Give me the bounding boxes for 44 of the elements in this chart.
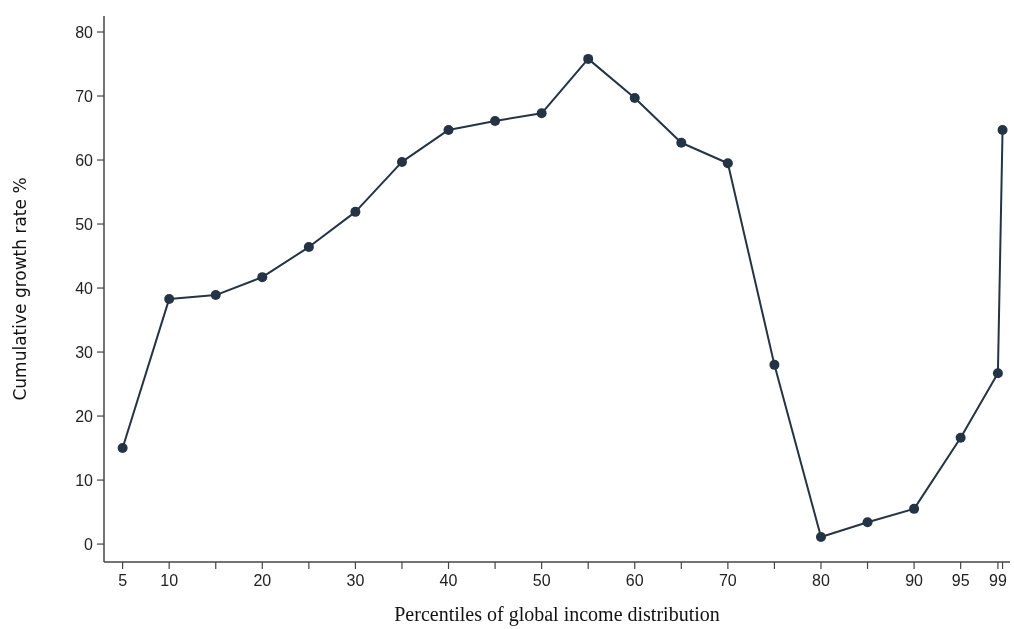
point xyxy=(396,156,407,167)
y-tick-label: 50 xyxy=(75,215,94,233)
point xyxy=(722,158,733,169)
point xyxy=(210,290,221,301)
point xyxy=(769,359,780,370)
x-tick-label: 90 xyxy=(905,572,924,589)
point xyxy=(303,242,314,253)
x-tick-label: 40 xyxy=(439,572,458,589)
x-tick-label: 95 xyxy=(951,572,970,589)
point xyxy=(676,137,687,148)
y-axis-title: Cumulative growth rate % xyxy=(10,177,30,401)
point xyxy=(117,443,128,454)
y-tick-label: 20 xyxy=(75,407,94,425)
x-axis-title: Percentiles of global income distribution xyxy=(394,603,720,626)
x-tick-label: 50 xyxy=(532,572,551,589)
point xyxy=(997,124,1008,135)
point xyxy=(862,517,873,528)
x-tick-label: 80 xyxy=(812,572,830,589)
y-tick-label: 70 xyxy=(75,87,94,105)
point xyxy=(164,293,175,304)
x-tick-label: 70 xyxy=(718,572,737,589)
point xyxy=(629,92,640,103)
point xyxy=(490,115,501,126)
point xyxy=(992,368,1003,379)
y-tick-label: 10 xyxy=(75,471,94,489)
x-tick-label: 60 xyxy=(625,572,644,589)
point xyxy=(909,503,920,514)
point xyxy=(536,108,547,119)
y-tick-label: 40 xyxy=(75,279,94,297)
x-tick-label: 5 xyxy=(118,572,128,589)
point xyxy=(443,124,454,135)
point xyxy=(583,53,594,64)
point xyxy=(350,206,361,217)
y-tick-label: 0 xyxy=(84,535,94,553)
point xyxy=(257,272,268,283)
y-tick-label: 30 xyxy=(75,343,94,361)
x-tick-label: 99 xyxy=(989,572,1007,589)
point xyxy=(815,532,826,543)
y-tick-label: 60 xyxy=(75,151,94,169)
x-tick-label: 10 xyxy=(160,572,179,589)
y-tick-label: 80 xyxy=(75,23,94,41)
point xyxy=(955,432,966,443)
x-tick-label: 20 xyxy=(253,572,272,589)
x-tick-label: 30 xyxy=(346,572,365,589)
